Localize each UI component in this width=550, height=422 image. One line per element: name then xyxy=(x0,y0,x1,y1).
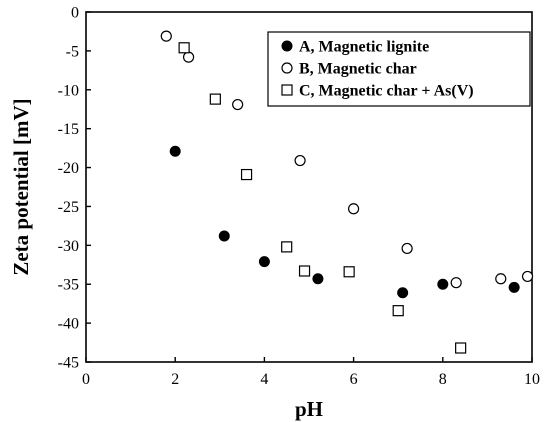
data-point-series-a xyxy=(218,230,230,242)
data-point-series-b xyxy=(450,277,462,289)
y-tick-label: -20 xyxy=(58,160,79,177)
legend: A, Magnetic lignite B, Magnetic char C, Ma… xyxy=(267,31,531,107)
data-point-series-b xyxy=(182,51,195,63)
axes xyxy=(85,11,533,363)
y-tick-label: -15 xyxy=(58,121,79,138)
data-point-series-c xyxy=(240,168,253,181)
data-point-series-b xyxy=(495,273,507,285)
data-point-series-a xyxy=(508,281,520,293)
data-point-series-a xyxy=(258,256,270,268)
y-tick-label: -30 xyxy=(58,238,79,255)
y-tick-label: -45 xyxy=(58,355,79,372)
data-point-series-b xyxy=(348,203,360,215)
data-point-series-c xyxy=(298,265,311,277)
x-tick-label: 2 xyxy=(171,371,179,388)
y-tick-label: -10 xyxy=(58,82,79,99)
data-point-series-b xyxy=(401,242,413,255)
data-point-series-a xyxy=(397,287,409,299)
y-tick-label: 0 xyxy=(71,5,79,22)
y-tick-label: -5 xyxy=(66,43,79,60)
data-point-series-a xyxy=(437,278,449,290)
y-axis-title: Zeta potential [mV] xyxy=(9,98,33,275)
data-point-series-b xyxy=(160,30,172,42)
y-tick-label: -25 xyxy=(58,199,79,216)
axis-ticks: 0-5-10-15-20-25-30-35-40-450 2 4 6 8 10 xyxy=(58,5,540,389)
data-point-series-b xyxy=(232,98,244,111)
y-tick-label: -35 xyxy=(58,277,79,294)
legend-label: A, Magnetic lignite xyxy=(299,39,429,56)
x-tick-label: 4 xyxy=(260,371,268,388)
legend-marker xyxy=(281,62,293,74)
data-point-series-c xyxy=(343,266,355,278)
legend-label: B, Magnetic char xyxy=(299,61,417,78)
data-point-series-c xyxy=(178,42,190,54)
data-point-series-c xyxy=(455,342,467,354)
legend-label: C, Magnetic char + As(V) xyxy=(299,83,474,100)
legend-marker xyxy=(281,84,293,96)
legend-marker xyxy=(281,40,293,52)
data-point-series-c xyxy=(392,305,404,317)
x-tick-label: 10 xyxy=(524,371,540,388)
y-tick-label: -40 xyxy=(58,316,79,333)
legend-box xyxy=(267,31,531,107)
x-tick-label: 8 xyxy=(439,371,447,388)
data-point-series-b xyxy=(294,154,306,167)
data-point-series-c xyxy=(281,241,293,253)
data-points xyxy=(160,30,534,354)
x-tick-label: 0 xyxy=(82,371,90,388)
x-axis-title: pH xyxy=(295,397,323,421)
data-point-series-a xyxy=(169,145,181,157)
data-point-series-a xyxy=(312,273,324,285)
data-point-series-b xyxy=(521,270,534,283)
x-tick-label: 6 xyxy=(350,371,358,388)
data-point-series-c xyxy=(209,93,221,105)
plot-frame xyxy=(85,11,533,363)
